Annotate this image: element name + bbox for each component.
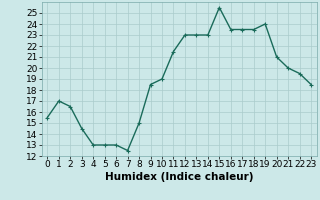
X-axis label: Humidex (Indice chaleur): Humidex (Indice chaleur) <box>105 172 253 182</box>
